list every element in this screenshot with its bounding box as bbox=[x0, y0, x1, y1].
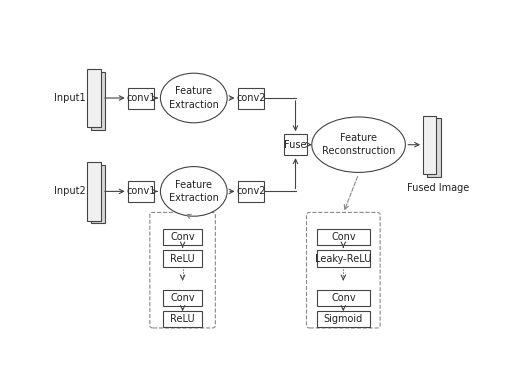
Text: Feature
Extraction: Feature Extraction bbox=[169, 86, 219, 110]
Text: ReLU: ReLU bbox=[170, 314, 195, 324]
Bar bbox=[87, 162, 101, 221]
FancyBboxPatch shape bbox=[307, 212, 380, 328]
Text: Sigmoid: Sigmoid bbox=[324, 314, 363, 324]
Ellipse shape bbox=[312, 117, 405, 172]
Ellipse shape bbox=[161, 73, 227, 123]
Text: Conv: Conv bbox=[170, 232, 195, 242]
Text: Fused Image: Fused Image bbox=[407, 183, 470, 193]
Text: ReLU: ReLU bbox=[170, 254, 195, 263]
Bar bbox=[237, 181, 264, 202]
Text: Input2: Input2 bbox=[54, 186, 86, 196]
Bar bbox=[317, 311, 370, 327]
Text: conv1: conv1 bbox=[126, 93, 155, 103]
Bar bbox=[423, 116, 436, 174]
Bar bbox=[163, 251, 202, 266]
Text: Conv: Conv bbox=[331, 293, 355, 303]
Text: conv2: conv2 bbox=[236, 186, 266, 196]
Bar bbox=[128, 88, 154, 108]
Text: conv1: conv1 bbox=[126, 186, 155, 196]
Text: Fuse: Fuse bbox=[284, 140, 307, 150]
Text: Feature
Extraction: Feature Extraction bbox=[169, 180, 219, 203]
Text: conv2: conv2 bbox=[236, 93, 266, 103]
Bar bbox=[91, 72, 105, 130]
Bar bbox=[91, 165, 105, 224]
Text: Conv: Conv bbox=[331, 232, 355, 242]
Bar bbox=[237, 88, 264, 108]
FancyBboxPatch shape bbox=[150, 212, 215, 328]
Bar bbox=[163, 229, 202, 245]
Bar bbox=[427, 118, 440, 177]
Bar bbox=[163, 311, 202, 327]
Bar bbox=[317, 290, 370, 306]
Bar bbox=[87, 69, 101, 127]
Text: Input1: Input1 bbox=[54, 93, 86, 103]
Bar bbox=[317, 251, 370, 266]
Text: Conv: Conv bbox=[170, 293, 195, 303]
Bar bbox=[128, 181, 154, 202]
Bar bbox=[317, 229, 370, 245]
Text: Leaky-ReLU: Leaky-ReLU bbox=[315, 254, 372, 263]
Bar bbox=[285, 134, 307, 155]
Ellipse shape bbox=[161, 167, 227, 216]
Text: Feature
Reconstruction: Feature Reconstruction bbox=[322, 133, 395, 156]
Bar bbox=[163, 290, 202, 306]
